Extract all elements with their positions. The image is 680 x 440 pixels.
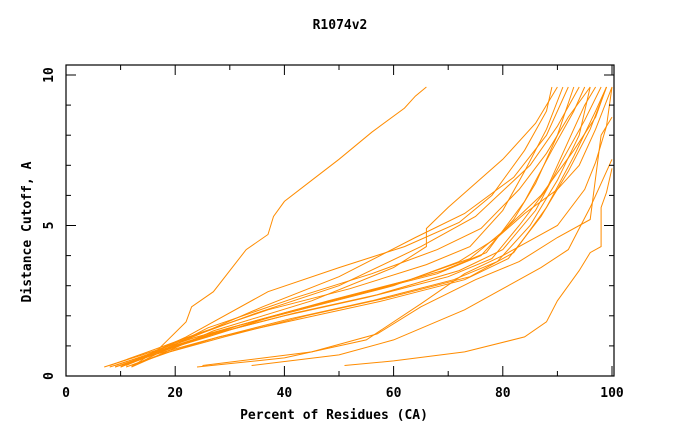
- series-line-12: [114, 86, 586, 368]
- series-layer: [104, 86, 613, 368]
- series-line-20: [120, 86, 607, 368]
- plot-frame: [65, 64, 615, 377]
- x-tick-label: 80: [495, 386, 511, 401]
- series-line-16: [131, 86, 558, 368]
- series-line-8: [104, 86, 575, 368]
- series-line-14: [120, 86, 580, 368]
- series-line-18: [136, 86, 591, 365]
- series-line-10: [125, 86, 607, 368]
- y-tick-label: 0: [42, 372, 57, 380]
- series-line-15: [125, 86, 569, 366]
- y-tick-label: 5: [42, 222, 57, 230]
- x-axis-label: Percent of Residues (CA): [240, 408, 428, 423]
- x-tick-label: 20: [167, 386, 183, 401]
- y-axis-label: Distance Cutoff, A: [20, 161, 35, 302]
- series-line-1: [131, 86, 427, 368]
- series-line-5: [202, 116, 613, 366]
- series-line-19: [114, 86, 613, 366]
- series-line-17: [120, 86, 553, 368]
- x-tick-label: 40: [277, 386, 293, 401]
- y-tick-label: 10: [42, 67, 57, 83]
- series-line-7: [114, 86, 591, 368]
- series-line-4: [344, 168, 613, 366]
- axes: 0 20 40 60 80 100 0 5 10: [42, 64, 624, 401]
- series-line-13: [131, 86, 607, 366]
- x-tick-label: 60: [386, 386, 402, 401]
- chart-title: R1074v2: [313, 18, 368, 33]
- series-line-11: [109, 86, 564, 366]
- x-tick-label: 100: [600, 386, 624, 401]
- series-line-3: [251, 159, 613, 366]
- x-tick-label: 0: [62, 386, 70, 401]
